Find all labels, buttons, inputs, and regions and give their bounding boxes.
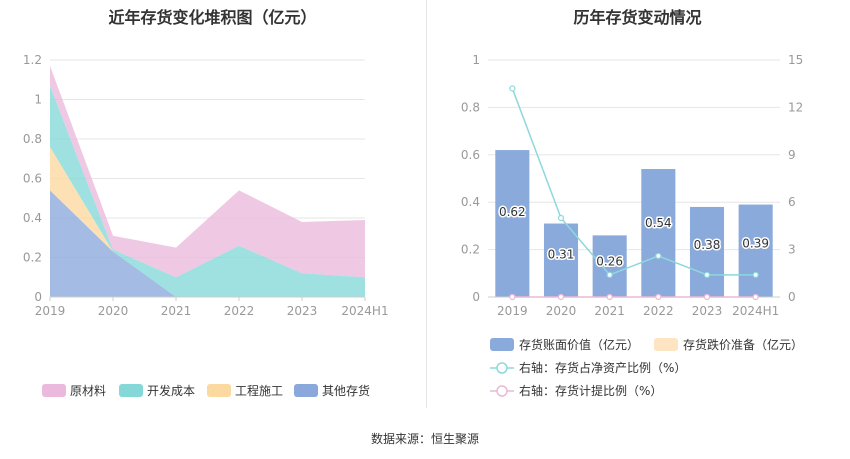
left-y-tick-label: 0.6 [23, 172, 42, 186]
right-left-y-tick-label: 1 [472, 53, 480, 67]
bar-data-label: 0.54 [645, 216, 672, 230]
bar-data-label: 0.62 [499, 205, 526, 219]
bar-2022 [641, 169, 676, 297]
left-x-tick-label: 2019 [35, 304, 66, 318]
right-right-y-tick-label: 3 [788, 243, 796, 257]
legend-swatch-工程施工 [207, 384, 231, 397]
legend-label-存货账面价值（亿元）: 存货账面价值（亿元） [519, 337, 639, 352]
bar-data-label: 0.31 [548, 247, 575, 261]
legend-swatch-存货账面价值（亿元） [490, 338, 514, 351]
point-右轴：存货计提比例（%） [655, 293, 662, 301]
left-y-tick-label: 0 [34, 290, 42, 304]
left-x-tick-label: 2020 [98, 304, 129, 318]
right-chart-title: 历年存货变动情况 [573, 8, 702, 27]
right-x-tick-label: 2024H1 [732, 304, 779, 318]
bar-2019 [495, 150, 530, 297]
left-x-tick-label: 2024H1 [341, 304, 388, 318]
left-x-tick-label: 2022 [224, 304, 255, 318]
data-source-note: 数据来源：恒生聚源 [371, 431, 479, 446]
point-右轴：存货占净资产比例（%） [509, 85, 516, 92]
bar-2023 [689, 206, 725, 297]
left-y-tick-label: 1.2 [23, 53, 42, 67]
area-其他存货 [50, 190, 365, 297]
right-left-y-tick-label: 0.8 [461, 100, 480, 114]
point-右轴：存货计提比例（%） [703, 293, 711, 301]
point-右轴：存货占净资产比例（%） [752, 271, 759, 278]
right-left-y-tick-label: 0 [472, 290, 480, 304]
right-right-y-tick-label: 12 [788, 100, 803, 114]
right-x-tick-label: 2019 [497, 304, 528, 318]
area-原材料 [50, 65, 365, 278]
right-x-tick-label: 2023 [692, 304, 723, 318]
point-右轴：存货占净资产比例（%） [655, 252, 662, 260]
legend-label-右轴：存货计提比例（%）: 右轴：存货计提比例（%） [519, 383, 662, 398]
right-right-y-tick-label: 6 [788, 195, 796, 209]
legend-label-开发成本: 开发成本 [147, 383, 195, 398]
left-y-tick-label: 0.8 [23, 132, 42, 146]
point-右轴：存货占净资产比例（%） [703, 271, 711, 278]
legend-swatch-原材料 [42, 384, 66, 397]
area-开发成本 [50, 85, 365, 297]
bar-data-label: 0.26 [596, 254, 623, 268]
left-y-tick-label: 1 [34, 93, 42, 107]
right-right-y-tick-label: 9 [788, 148, 796, 162]
bar-data-label: 0.39 [742, 236, 769, 250]
point-右轴：存货计提比例（%） [509, 293, 516, 301]
left-chart-title: 近年存货变化堆积图（亿元） [108, 8, 317, 27]
legend-label-原材料: 原材料 [70, 384, 106, 398]
legend-swatch-存货跌价准备（亿元） [654, 338, 678, 351]
legend-marker-右轴：存货计提比例（%） [496, 385, 508, 397]
legend-label-工程施工: 工程施工 [235, 383, 283, 398]
legend-swatch-其他存货 [294, 384, 318, 397]
right-x-tick-label: 2020 [546, 304, 577, 318]
legend-marker-右轴：存货占净资产比例（%） [496, 362, 508, 374]
panel-divider [426, 0, 427, 408]
point-右轴：存货占净资产比例（%） [606, 271, 613, 278]
point-右轴：存货计提比例（%） [752, 293, 759, 301]
left-x-tick-label: 2021 [161, 304, 192, 318]
right-x-tick-label: 2021 [594, 304, 625, 318]
left-y-tick-label: 0.4 [23, 211, 42, 225]
legend-label-右轴：存货占净资产比例（%）: 右轴：存货占净资产比例（%） [519, 360, 686, 375]
right-left-y-tick-label: 0.6 [461, 148, 480, 162]
line-右轴：存货占净资产比例（%） [511, 88, 756, 276]
point-右轴：存货计提比例（%） [557, 293, 565, 301]
legend-swatch-开发成本 [119, 384, 143, 397]
point-右轴：存货计提比例（%） [606, 293, 613, 301]
right-right-y-tick-label: 0 [788, 290, 796, 304]
left-y-tick-label: 0.2 [23, 251, 42, 265]
point-右轴：存货占净资产比例（%） [557, 214, 565, 222]
legend-label-其他存货: 其他存货 [322, 383, 370, 398]
bar-2024H1 [738, 204, 773, 297]
left-x-tick-label: 2023 [287, 304, 318, 318]
right-x-tick-label: 2022 [643, 304, 674, 318]
right-left-y-tick-label: 0.2 [461, 243, 480, 257]
bar-data-label: 0.38 [694, 238, 721, 252]
legend-label-存货跌价准备（亿元）: 存货跌价准备（亿元） [683, 337, 803, 352]
right-right-y-tick-label: 15 [788, 53, 803, 67]
bar-2020 [543, 223, 579, 297]
bar-2021 [592, 235, 627, 297]
right-left-y-tick-label: 0.4 [461, 195, 480, 209]
